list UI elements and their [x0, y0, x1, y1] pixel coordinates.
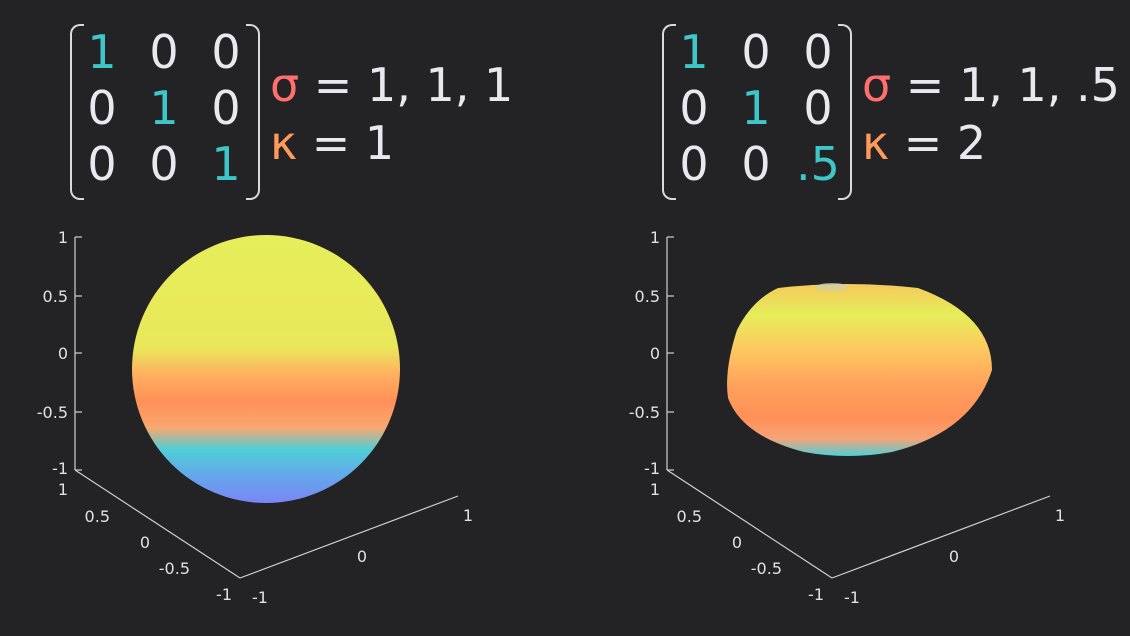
- x-tick-label: -1: [844, 588, 860, 607]
- kappa-line: κ = 1: [270, 114, 513, 172]
- panel-left: 1 0 0 0 1 0 0 0 1 σ = 1, 1, 1 κ = 1: [37, 24, 513, 607]
- kappa-line: κ = 2: [862, 114, 1120, 172]
- kappa-value: = 1: [297, 116, 395, 170]
- y-tick-label: -0.5: [159, 559, 190, 578]
- matrix-cell: 0: [679, 137, 709, 191]
- z-tick-label: 0.5: [43, 287, 68, 306]
- matrix-cell: 0: [211, 81, 241, 135]
- z-tick-label: 1: [58, 228, 68, 247]
- x-tick-label: 0: [357, 547, 367, 566]
- y-tick-label: 1: [650, 480, 660, 499]
- stats-right: σ = 1, 1, .5 κ = 2: [862, 56, 1120, 172]
- sphere-surface: [132, 235, 400, 503]
- matrix-cell: 0: [149, 25, 179, 79]
- matrix-right: 1 0 0 0 1 0 0 0 .5: [662, 24, 852, 200]
- matrix-cell: 0: [87, 81, 117, 135]
- matrix-right-bracket-open: [662, 24, 676, 200]
- y-tick-label: 0: [140, 533, 150, 552]
- y-axis-line: [666, 469, 833, 579]
- sigma-symbol: σ: [270, 58, 300, 112]
- matrix-cell: 0: [741, 137, 771, 191]
- y-tick-label: -1: [808, 585, 824, 604]
- kappa-symbol: κ: [270, 116, 298, 170]
- sigma-line: σ = 1, 1, 1: [270, 56, 513, 114]
- panel-right: 1 0 0 0 1 0 0 0 .5 σ = 1, 1, .5 κ = 2: [592, 0, 1130, 636]
- sigma-symbol: σ: [862, 58, 892, 112]
- plot-right: 1 0.5 0 -0.5 -1 1 0.5 0 -0.5 -1 -1 0 1: [629, 228, 1065, 607]
- matrix-cell: 0: [679, 81, 709, 135]
- z-tick-label: -1: [52, 459, 68, 478]
- x-tick-label: 1: [463, 506, 473, 525]
- sigma-values: = 1, 1, .5: [891, 58, 1120, 112]
- matrix-cell: 1: [149, 81, 179, 135]
- matrix-cell: 0: [211, 25, 241, 79]
- ellipsoid-cap-highlight: [816, 283, 848, 291]
- z-tick-label: 0.5: [635, 287, 660, 306]
- z-tick-label: 0: [58, 344, 68, 363]
- y-tick-label: -1: [216, 585, 232, 604]
- matrix-left: 1 0 0 0 1 0 0 0 1: [70, 24, 260, 200]
- matrix-cell: 1: [211, 137, 241, 191]
- z-tick-label: 1: [650, 228, 660, 247]
- sigma-values: = 1, 1, 1: [299, 58, 514, 112]
- plot-left: 1 0.5 0 -0.5 -1 1 0.5 0 -0.5 -1 -1 0 1: [37, 228, 473, 607]
- y-tick-label: 0.5: [677, 507, 702, 526]
- kappa-symbol: κ: [862, 116, 890, 170]
- x-tick-label: 0: [949, 547, 959, 566]
- sigma-line: σ = 1, 1, .5: [862, 56, 1120, 114]
- matrix-cell: 0: [149, 137, 179, 191]
- matrix-cell: 0: [803, 25, 833, 79]
- stats-left: σ = 1, 1, 1 κ = 1: [270, 56, 513, 172]
- matrix-cell: 0: [803, 81, 833, 135]
- y-tick-label: 0.5: [85, 507, 110, 526]
- matrix-cell: .5: [796, 137, 840, 191]
- kappa-value: = 2: [889, 116, 987, 170]
- matrix-cell: 0: [87, 137, 117, 191]
- matrix-right-bracket-close: [838, 24, 852, 200]
- x-tick-label: -1: [252, 588, 268, 607]
- y-tick-label: 0: [732, 533, 742, 552]
- x-tick-label: 1: [1055, 506, 1065, 525]
- y-tick-label: 1: [58, 480, 68, 499]
- axes-right: [666, 236, 1051, 579]
- matrix-left-bracket-close: [246, 24, 260, 200]
- ellipsoid-surface: [727, 284, 992, 456]
- z-tick-label: -0.5: [37, 403, 68, 422]
- z-tick-label: 0: [650, 344, 660, 363]
- z-tick-label: -1: [644, 459, 660, 478]
- x-axis-line: [831, 495, 1051, 579]
- matrix-cell: 0: [741, 25, 771, 79]
- y-axis-line: [74, 469, 241, 579]
- matrix-cell: 1: [87, 25, 117, 79]
- matrix-cell: 1: [741, 81, 771, 135]
- axes-left: [74, 236, 459, 579]
- matrix-cell: 1: [679, 25, 709, 79]
- y-tick-label: -0.5: [751, 559, 782, 578]
- z-tick-label: -0.5: [629, 403, 660, 422]
- x-axis-line: [239, 495, 459, 579]
- matrix-left-bracket-open: [70, 24, 84, 200]
